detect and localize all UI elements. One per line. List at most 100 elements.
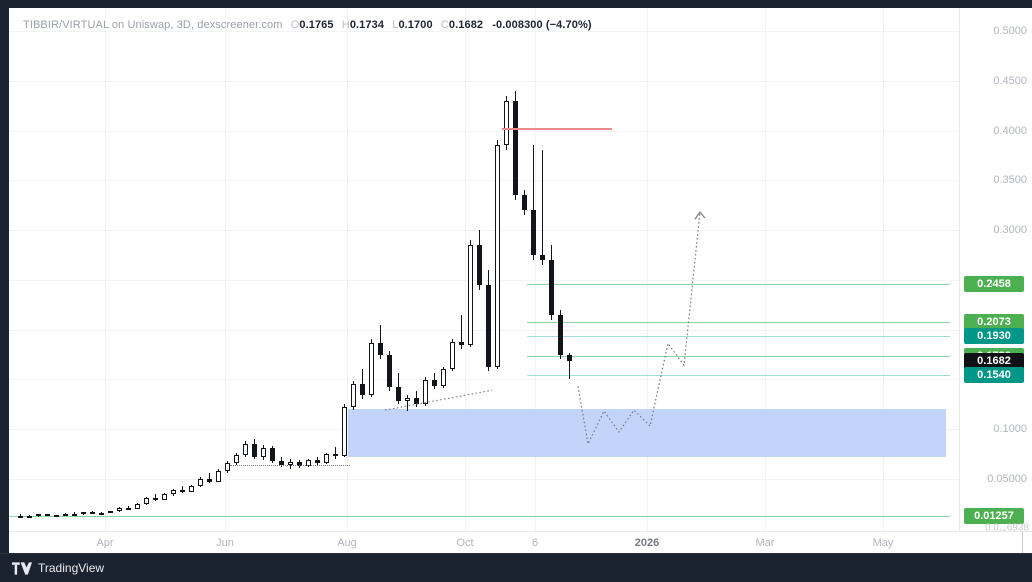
grid-line — [883, 8, 884, 531]
price-badge[interactable]: 0.1540 — [964, 367, 1024, 384]
resistance-line[interactable] — [502, 127, 612, 130]
time-tick-label: Mar — [755, 537, 775, 549]
price-scale[interactable]: 0.5000 0.4500 0.4000 0.3500 0.3000 0.1000 0.05… — [959, 8, 1032, 531]
time-scale[interactable]: Apr Jun Aug Oct 6 2026 Mar May — [9, 531, 1032, 554]
candle-body — [261, 447, 266, 457]
time-tick-label: Aug — [337, 537, 357, 549]
candle-body — [324, 454, 329, 463]
price-tick-label: 0.4500 — [993, 74, 1027, 87]
price-level-line[interactable] — [9, 516, 950, 517]
candle-body — [387, 355, 392, 388]
grid-line — [9, 329, 959, 331]
candle-body — [45, 514, 50, 517]
candle-body — [549, 259, 554, 315]
candle-body — [315, 460, 320, 463]
candle-body — [243, 443, 248, 455]
candle-body — [63, 513, 68, 516]
candle-body — [342, 407, 347, 456]
grid-line — [765, 8, 766, 531]
candle-body — [90, 511, 95, 514]
candle-body — [162, 493, 167, 500]
demand-zone-rectangle[interactable] — [348, 409, 946, 457]
time-cursor-marker — [1022, 532, 1023, 554]
candle-wick — [533, 145, 534, 260]
candle-body — [540, 254, 545, 260]
low-value: 0.1700 — [398, 19, 433, 31]
candle-body — [198, 478, 203, 487]
grid-line — [9, 130, 959, 132]
price-tick-label: 0.3500 — [993, 174, 1027, 187]
high-value: 0.1734 — [349, 19, 385, 31]
grid-line — [9, 180, 959, 182]
low-label: L — [392, 19, 399, 31]
price-badge[interactable]: 0.2458 — [964, 275, 1024, 292]
candle-body — [468, 244, 473, 346]
price-badge[interactable]: 0.2073 — [964, 314, 1024, 331]
candle-body — [351, 384, 356, 408]
candle-body — [72, 513, 77, 516]
grid-line — [9, 80, 959, 82]
candle-wick — [209, 472, 210, 483]
price-badge[interactable]: 0.01257 — [964, 508, 1024, 524]
candle-body — [126, 507, 131, 510]
candle-body — [360, 384, 365, 396]
price-level-line[interactable] — [527, 283, 950, 285]
candle-body — [423, 380, 428, 405]
chart-pane[interactable]: TIBBIR/VIRTUAL on Uniswap, 3D, dexscreen… — [9, 8, 1032, 531]
price-level-line[interactable] — [527, 355, 950, 357]
candle-body — [531, 210, 536, 255]
grid-line — [9, 230, 959, 231]
candle-body — [207, 478, 212, 482]
candle-body — [522, 195, 527, 211]
dotted-horizontal-trendline[interactable] — [230, 464, 350, 466]
candle-body — [18, 515, 23, 518]
candle-body — [306, 460, 311, 467]
symbol-legend: TIBBIR/VIRTUAL on Uniswap, 3D, dexscreen… — [23, 19, 592, 31]
candle-body — [108, 511, 113, 514]
time-tick-label: Apr — [96, 537, 114, 549]
candle-wick — [128, 505, 129, 510]
candle-wick — [335, 446, 336, 459]
candle-body — [171, 489, 176, 494]
grid-line — [347, 8, 348, 531]
candle-wick — [461, 314, 462, 350]
grid-line — [9, 31, 959, 32]
candle-body — [459, 342, 464, 346]
price-tick-label: 0.3000 — [993, 224, 1027, 236]
time-tick-label: May — [872, 537, 894, 549]
open-value: 0.1765 — [299, 19, 334, 31]
candle-body — [405, 398, 410, 402]
price-level-line[interactable] — [527, 322, 950, 324]
tradingview-branding[interactable]: TradingView — [12, 561, 104, 575]
candle-body — [36, 514, 41, 517]
plot-area[interactable] — [9, 8, 959, 531]
candle-body — [513, 100, 518, 196]
candle-body — [495, 145, 500, 368]
price-badge[interactable]: 0.1930 — [964, 328, 1024, 345]
candle-body — [135, 503, 140, 509]
time-tick-label: 6 — [531, 537, 539, 549]
grid-line — [535, 8, 536, 531]
price-level-line[interactable] — [527, 336, 950, 338]
candle-body — [378, 343, 383, 356]
candle-body — [279, 460, 284, 465]
candle-body — [252, 443, 257, 457]
candle-body — [225, 462, 230, 471]
time-tick-label: Oct — [456, 537, 474, 549]
grid-line — [465, 8, 466, 531]
candle-body — [234, 454, 239, 463]
close-label: C — [440, 19, 449, 31]
candle-body — [54, 515, 59, 518]
high-label: H — [341, 19, 350, 31]
price-precision-label: 0.0166938 — [985, 522, 1029, 532]
symbol-title[interactable]: TIBBIR/VIRTUAL on Uniswap, 3D, dexscreen… — [23, 19, 283, 31]
candle-body — [288, 461, 293, 465]
candle-body — [180, 489, 185, 492]
candle-body — [99, 512, 104, 515]
price-badge[interactable]: 0.1682 — [964, 353, 1024, 370]
candle-body — [333, 454, 338, 457]
candle-wick — [569, 353, 570, 380]
candle-wick — [74, 512, 75, 515]
price-level-line[interactable] — [527, 375, 950, 377]
